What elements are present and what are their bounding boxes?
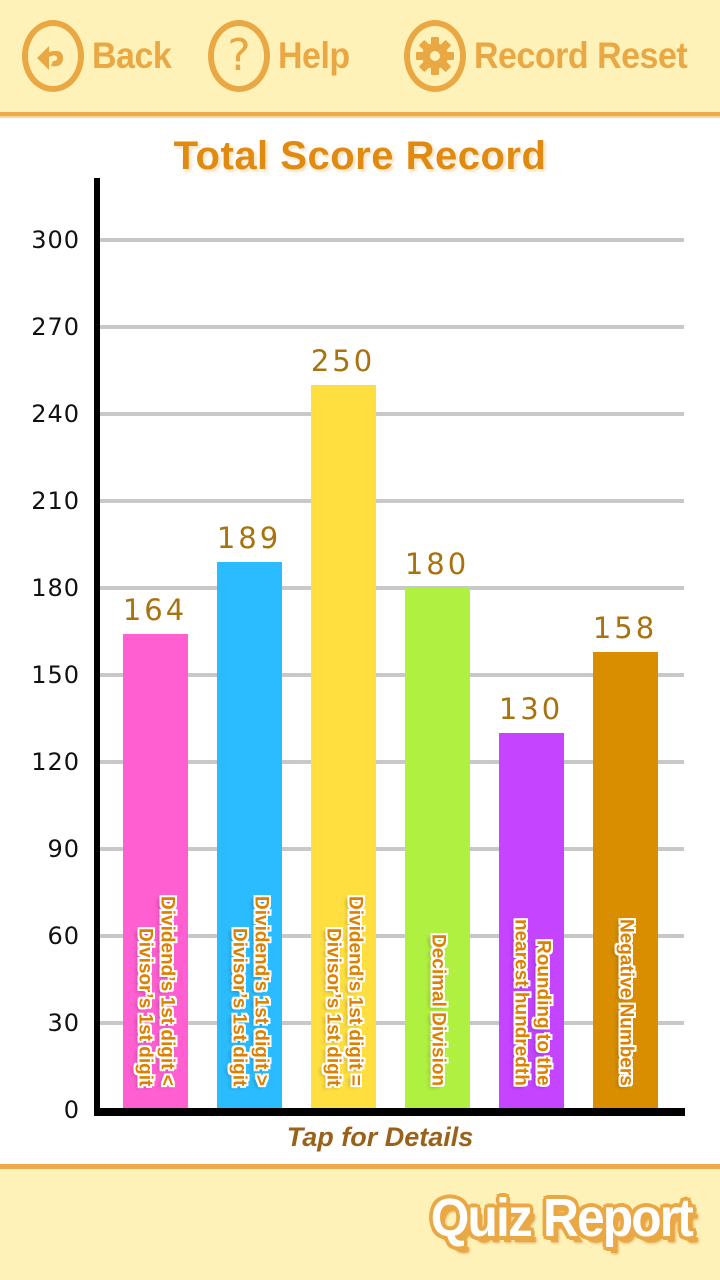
y-tick-label: 210 [31, 487, 80, 515]
footer-bar: Quiz Report [0, 1164, 720, 1280]
gridline [100, 673, 684, 677]
y-tick-label: 60 [47, 922, 80, 950]
bar-2[interactable]: Dividend’s 1st digit > Divisor’s 1st dig… [217, 561, 282, 1110]
gridline [100, 847, 684, 851]
y-tick-label: 240 [31, 400, 80, 428]
bar-category-label: Dividend’s 1st digit < Divisor’s 1st dig… [134, 896, 178, 1086]
chart-title: Total Score Record [173, 134, 547, 178]
y-tick-label: 300 [31, 226, 80, 254]
gridline [100, 412, 684, 416]
bar-6[interactable]: Negative Numbers [593, 651, 658, 1110]
tap-for-details-link[interactable]: Tap for Details [286, 1122, 474, 1152]
bar-category-label: Rounding to the nearest hundredth [510, 919, 554, 1086]
gridline [100, 760, 684, 764]
bar-value-label: 130 [498, 692, 564, 726]
bar-category-label: Dividend’s 1st digit > Divisor’s 1st dig… [228, 896, 272, 1086]
y-tick-label: 30 [47, 1009, 80, 1037]
quiz-report-logo: Quiz Report [430, 1188, 694, 1248]
gridline [100, 499, 684, 503]
gridline [100, 238, 684, 242]
top-toolbar: Back ? Help Record Reset [0, 0, 720, 116]
gear-icon [404, 20, 466, 92]
back-arrow-icon [22, 20, 84, 92]
bar-value-label: 180 [404, 547, 470, 581]
y-tick-label: 180 [31, 574, 80, 602]
y-tick-label: 270 [31, 313, 80, 341]
y-tick-label: 0 [63, 1096, 80, 1124]
help-label: Help [278, 34, 350, 76]
y-tick-label: 150 [31, 661, 80, 689]
record-reset-label: Record Reset [474, 34, 688, 76]
bar-value-label: 250 [310, 344, 376, 378]
back-button[interactable]: Back [22, 14, 172, 98]
x-axis-line [94, 1108, 685, 1116]
gridline [100, 586, 684, 590]
bar-value-label: 164 [122, 593, 188, 628]
back-label: Back [92, 34, 172, 76]
bar-4[interactable]: Decimal Division [405, 588, 470, 1110]
bar-category-label: Decimal Division [427, 933, 449, 1086]
bar-5[interactable]: Rounding to the nearest hundredth [499, 733, 564, 1110]
y-axis-line [94, 178, 100, 1116]
bar-category-label: Dividend’s 1st digit = Divisor’s 1st dig… [322, 896, 366, 1086]
y-tick-label: 120 [31, 748, 80, 776]
gridline [100, 1021, 684, 1025]
bar-value-label: 189 [216, 520, 282, 555]
bar-category-label: Negative Numbers [615, 919, 637, 1086]
bar-value-label: 158 [592, 610, 658, 645]
question-mark-icon: ? [208, 20, 270, 92]
bar-1[interactable]: Dividend’s 1st digit < Divisor’s 1st dig… [123, 634, 188, 1110]
bar-3[interactable]: Dividend’s 1st digit = Divisor’s 1st dig… [311, 385, 376, 1110]
gridline [100, 325, 684, 329]
help-button[interactable]: ? Help [208, 14, 350, 98]
y-tick-label: 90 [47, 835, 80, 863]
record-reset-button[interactable]: Record Reset [404, 14, 688, 98]
gridline [100, 934, 684, 938]
